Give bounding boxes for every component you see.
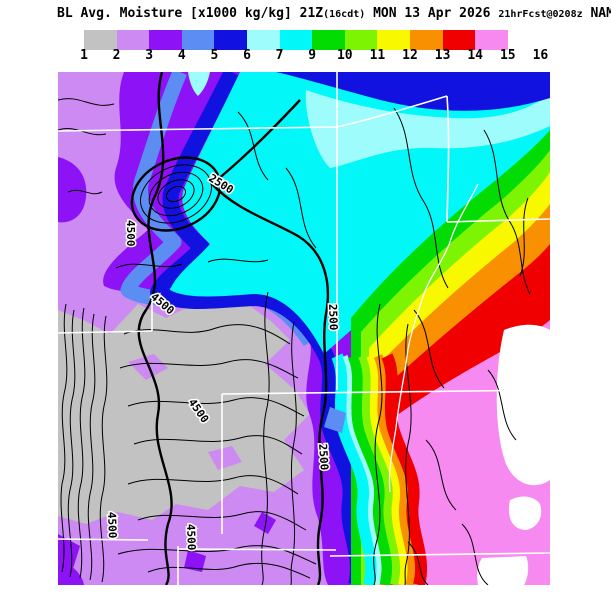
white-patch <box>477 556 529 585</box>
height-contours-thick <box>130 72 330 585</box>
height-contours-thin <box>58 98 531 585</box>
colorbar-value-label: 3 <box>145 48 154 63</box>
contour-height-label: 4500 <box>124 220 137 247</box>
colorbar-value-label: 7 <box>275 48 284 63</box>
colorbar-value-label: 16 <box>532 48 549 63</box>
colorbar-value-label: 6 <box>243 48 251 63</box>
violet-pocket <box>208 446 242 470</box>
colorbar-value-label: 11 <box>369 48 386 63</box>
title-localtime: (16cdt) <box>323 9 366 20</box>
colorbar-value-label: 10 <box>336 48 353 63</box>
colorbar-swatch <box>410 30 444 50</box>
colorbar-swatch <box>475 30 509 50</box>
moisture-region-gray <box>58 298 310 524</box>
moisture-band-blue-top <box>276 72 550 111</box>
colorbar-value-label: 15 <box>499 48 516 63</box>
white-patch <box>508 496 542 530</box>
title-model: NAM <box>582 6 611 21</box>
white-dry-slot <box>496 324 550 486</box>
colorbar-swatch <box>149 30 183 50</box>
cornflower-patch <box>324 407 346 433</box>
map-title: BL Avg. Moisture [x1000 kg/kg] 21Z(16cdt… <box>57 6 611 21</box>
moisture-band-blue <box>150 72 367 585</box>
colorbar-value-label: 5 <box>210 48 219 63</box>
colorbar-swatch <box>312 30 346 50</box>
contour-height-label: 4500 <box>184 524 198 551</box>
colorbar-swatch <box>181 30 215 50</box>
purple-patch <box>254 512 276 534</box>
colorbar-swatch <box>116 30 150 50</box>
title-main: BL Avg. Moisture [x1000 kg/kg] 21Z <box>57 6 324 21</box>
colorbar-value-label: 2 <box>112 48 121 63</box>
pale-cyan-sliver <box>188 72 210 96</box>
contour-height-label: 2500 <box>316 443 331 470</box>
colorbar-value-label: 4 <box>177 48 186 63</box>
colorbar-value-label: 13 <box>434 48 451 63</box>
colorbar-value-label: 1 <box>80 48 88 63</box>
colorbar-value-label: 12 <box>402 48 418 63</box>
colorbar-swatch <box>377 30 411 50</box>
state-borders <box>58 72 550 585</box>
contour-height-label: 2500 <box>326 304 340 331</box>
colorbar-value-label: 9 <box>308 48 317 63</box>
colorbar-swatch <box>279 30 313 50</box>
moisture-region-pale-cyan <box>305 90 550 168</box>
colorbar-swatch <box>84 30 118 50</box>
purple-patch <box>58 157 87 223</box>
colorbar-swatch <box>214 30 248 50</box>
purple-patch <box>184 550 206 572</box>
colorbar-swatch <box>442 30 476 50</box>
colorbar-value-label: 14 <box>467 48 484 63</box>
title-fcst-hour: 21hrFcst@0208z <box>498 9 583 20</box>
colorbar-swatch <box>344 30 378 50</box>
contour-height-label: 4500 <box>105 512 119 539</box>
title-date: MON 13 Apr 2026 <box>365 6 499 21</box>
colorbar-swatch <box>247 30 281 50</box>
